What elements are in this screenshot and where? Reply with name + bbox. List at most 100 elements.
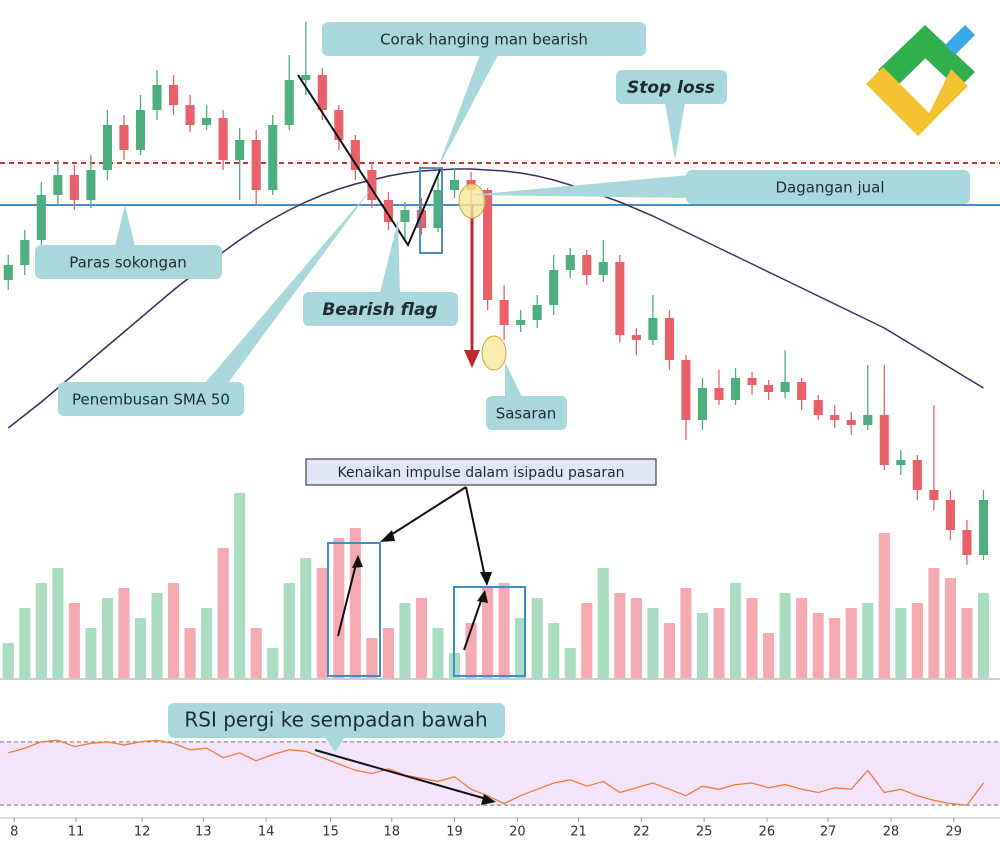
volume-bar [713, 608, 725, 678]
arrow [382, 486, 467, 541]
arrow-head [352, 555, 363, 568]
candle-body [896, 460, 906, 465]
x-tick-label: 25 [696, 825, 713, 840]
callout-box [486, 396, 567, 430]
candle-body [367, 170, 377, 200]
sma-line [7, 168, 984, 429]
candle-body [268, 125, 278, 190]
candle-body [53, 175, 63, 195]
volume-bar [250, 628, 262, 678]
x-tick-label: 29 [945, 825, 962, 840]
candle-body [416, 210, 427, 228]
flag-pole-line [297, 74, 441, 248]
x-tick-label: 28 [883, 825, 900, 840]
volume-bar [415, 598, 428, 678]
target-marker [481, 335, 507, 371]
volume-bar [482, 588, 494, 678]
candle-body [962, 530, 972, 555]
logo-part [945, 25, 975, 55]
volume-bar [961, 608, 973, 678]
volume-bar [399, 603, 411, 678]
candle-body [169, 85, 179, 105]
candle-body [565, 255, 575, 270]
candle-body [301, 75, 311, 80]
volume-bar [581, 603, 593, 678]
candle-body [797, 382, 807, 400]
volume-bar [696, 613, 709, 678]
candle-body [20, 240, 30, 265]
volume-bar [829, 618, 841, 678]
arrow-head [480, 572, 492, 586]
candle-body [3, 265, 13, 280]
pointer [665, 103, 685, 160]
candle-body [582, 255, 592, 275]
candle-body [69, 175, 79, 200]
volume-bar [614, 593, 626, 678]
candle-body [185, 105, 195, 125]
candle-body [912, 460, 922, 490]
volume-bar [878, 533, 890, 678]
callout-boxes [35, 22, 970, 738]
candle-body [846, 420, 856, 425]
candle-body [383, 200, 393, 222]
arrows [314, 486, 491, 801]
callout-box [322, 22, 646, 56]
candle-body [400, 210, 410, 222]
volume-bar [597, 568, 609, 678]
logo [866, 25, 975, 136]
candle-body [152, 85, 162, 110]
candle-body [36, 195, 46, 240]
volume-bar [134, 618, 147, 678]
entry-marker [458, 183, 486, 219]
volume-bar [151, 593, 163, 678]
candle-body [813, 400, 823, 415]
volume-bar [895, 608, 907, 678]
candle-body [119, 125, 129, 150]
volume-bar [168, 583, 180, 678]
callout-text: Corak hanging man bearish [380, 31, 588, 49]
volume-bar [184, 628, 196, 678]
candle-body [615, 262, 625, 335]
volume-bar [101, 598, 113, 678]
candle-body [284, 80, 294, 125]
volume-bar [382, 628, 394, 678]
pointer [470, 175, 690, 198]
callout-text: Bearish flag [322, 300, 437, 320]
arrow [463, 594, 484, 651]
candle-body [499, 300, 509, 325]
volume-bar [944, 578, 956, 678]
candle-body [598, 262, 608, 275]
volume-box [453, 586, 526, 677]
volume-bar [85, 628, 97, 678]
candle-body [730, 378, 741, 400]
candle-body [714, 388, 724, 400]
flag-box [419, 167, 443, 254]
volume-bar [316, 568, 328, 678]
marks-layer [0, 22, 1000, 806]
pointer [437, 55, 498, 170]
x-tick-label: 26 [759, 825, 776, 840]
candle-body [334, 110, 344, 140]
rsi-line [8, 739, 985, 806]
volume-bar [729, 583, 742, 678]
candle-body [86, 170, 96, 200]
candle-body [780, 382, 790, 392]
x-tick-label: 22 [633, 825, 650, 840]
volume-bar [217, 548, 229, 678]
candle-body [350, 140, 360, 170]
volume-bar [35, 583, 47, 678]
candle-body [450, 180, 460, 190]
x-tick-label: 13 [195, 825, 212, 840]
volume-bar [746, 598, 758, 678]
candle-body [218, 118, 228, 160]
callout-text: Sasaran [496, 405, 557, 423]
arrow [314, 749, 491, 801]
volume-bar [763, 633, 775, 678]
volume-bar [2, 643, 14, 678]
volume-bar [118, 588, 130, 678]
arrow-heads [352, 530, 496, 805]
arrow-head [481, 794, 496, 805]
logo-part [908, 25, 975, 89]
